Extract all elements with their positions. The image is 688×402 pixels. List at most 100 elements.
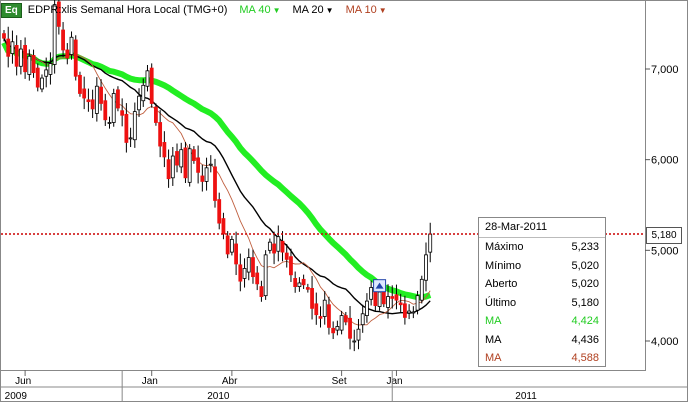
candle-body	[343, 315, 348, 323]
candle-body	[424, 254, 428, 281]
info-value: 4,588	[571, 352, 599, 364]
candle-body	[280, 240, 285, 253]
candle-body	[183, 147, 188, 179]
candle-body	[61, 29, 65, 51]
info-value: 5,180	[571, 296, 599, 309]
candle-body	[154, 106, 158, 123]
info-label: Último	[485, 296, 517, 309]
info-label: MA	[485, 315, 502, 327]
candle-body	[116, 89, 120, 109]
candle-body	[221, 218, 226, 235]
candle-body	[40, 77, 44, 90]
candle-body	[14, 45, 19, 67]
candle-body	[322, 299, 327, 317]
candle-body	[111, 93, 116, 123]
candle-body	[48, 63, 53, 75]
candle-body	[6, 38, 11, 57]
candle-body	[103, 100, 108, 121]
info-label: Mínimo	[485, 259, 522, 272]
candle-body	[10, 41, 15, 54]
candle-body	[69, 36, 74, 55]
candle-body	[305, 287, 310, 290]
info-date: 28-Mar-2011	[479, 218, 605, 238]
candle-body	[27, 55, 32, 75]
candle-body	[352, 340, 357, 343]
dropdown-icon: ▼	[378, 6, 387, 15]
candle-body	[259, 286, 264, 297]
info-row-low: Mínimo 5,020	[479, 257, 605, 276]
info-row-ma40: MA 4,424	[479, 312, 605, 331]
symbol-title[interactable]: EDPR:xlis Semanal Hora Local (TMG+0)	[27, 4, 228, 16]
candle-body	[348, 317, 352, 339]
candles[interactable]	[2, 0, 433, 352]
dropdown-icon: ▼	[325, 6, 334, 15]
candle-body	[255, 272, 260, 285]
candle-body	[124, 113, 129, 143]
candle-body	[196, 157, 201, 173]
equity-badge[interactable]: Eq	[1, 2, 22, 18]
info-label: Máximo	[485, 241, 524, 253]
y-tick-label: 4,000	[651, 336, 679, 348]
info-label: MA	[485, 352, 502, 364]
candle-body	[356, 328, 361, 341]
candle-body	[402, 303, 407, 318]
marker-arrow-icon	[375, 282, 384, 289]
y-axis: 7,000 6,000 5,000 4,000	[645, 64, 679, 348]
candle-body	[179, 149, 184, 168]
x-tick-label: Jun	[15, 376, 31, 387]
info-value: 5,020	[571, 278, 599, 290]
candle-body	[297, 282, 302, 287]
candle-body	[293, 278, 298, 287]
candle-body	[225, 235, 230, 255]
dropdown-icon: ▼	[272, 6, 281, 15]
candle-body	[2, 33, 6, 39]
candle-body	[327, 304, 331, 328]
ma10-legend[interactable]: MA 10 ▼	[345, 4, 387, 16]
candle-body	[166, 159, 171, 180]
candle-body	[365, 300, 369, 317]
candle-body	[82, 88, 87, 99]
candle-body	[284, 252, 289, 260]
candle-body	[411, 311, 416, 314]
info-label: MA	[485, 333, 502, 346]
candle-body	[200, 175, 205, 182]
candle-body	[238, 264, 243, 282]
year-label: 2011	[515, 391, 537, 402]
candle-body	[65, 49, 70, 59]
candle-body	[377, 291, 382, 307]
candle-body	[229, 239, 234, 253]
candle-body	[86, 99, 91, 103]
candle-body	[369, 287, 374, 300]
ma20-legend[interactable]: MA 20 ▼	[292, 4, 334, 16]
candle-body	[162, 142, 167, 158]
candle-body	[107, 122, 112, 124]
candle-body	[394, 294, 399, 301]
x-axis: Jun Jan Abr Set Jan 2009 2010 2011	[0, 370, 688, 402]
candle-body	[35, 67, 40, 88]
candle-body	[18, 48, 23, 67]
year-label: 2010	[207, 391, 230, 402]
candle-body	[128, 137, 133, 140]
ma40-legend[interactable]: MA 40 ▼	[239, 4, 281, 16]
candle-body	[149, 67, 154, 104]
candle-body	[213, 166, 217, 201]
candle-body	[90, 99, 95, 110]
candle-body	[94, 85, 99, 114]
candle-body	[208, 163, 213, 166]
y-tick-label: 7,000	[651, 64, 679, 76]
last-price-tag: 5,180	[646, 227, 682, 244]
candle-body	[310, 288, 314, 309]
candle-body	[428, 233, 433, 253]
info-row-last: Último 5,180	[479, 294, 605, 313]
candle-body	[276, 236, 281, 252]
candle-body	[73, 39, 78, 77]
candle-body	[242, 268, 247, 279]
y-tick-label: 6,000	[651, 155, 679, 167]
candle-body	[204, 167, 209, 182]
info-row-ma20: MA 4,436	[479, 331, 605, 350]
signal-marker[interactable]	[373, 279, 387, 293]
candle-body	[23, 45, 28, 73]
candle-body	[415, 295, 420, 311]
info-row-high: Máximo 5,233	[479, 238, 605, 257]
